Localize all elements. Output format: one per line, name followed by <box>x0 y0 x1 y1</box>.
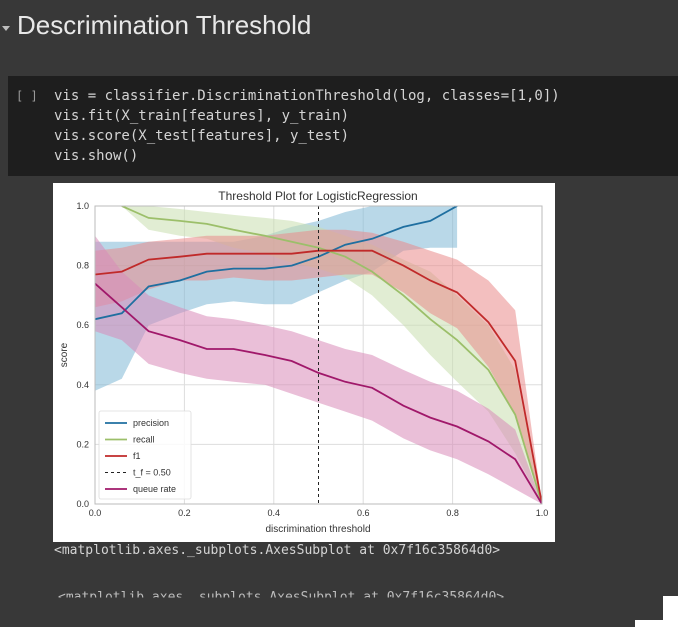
series-line-precision <box>95 206 458 321</box>
series-line-recall <box>121 206 542 504</box>
plot-output: 0.0 0.2 0.4 0.6 0.8 1.0 0.0 0.2 0.4 0.6 0.8 1.0 Thr… <box>53 183 555 542</box>
corner-block <box>635 620 678 627</box>
legend: precision recall f1 t_f = 0.50 queue rate <box>98 410 192 500</box>
corner-block <box>663 596 678 627</box>
y-tick-label: 0.2 <box>76 439 89 449</box>
y-tick-label: 1.0 <box>76 201 89 211</box>
code-line: vis.score(X_test[features], y_test) <box>54 128 350 144</box>
section-header[interactable]: Descrimination Threshold <box>0 4 678 48</box>
x-tick-label: 0.8 <box>446 508 459 518</box>
x-axis-label: discrimination threshold <box>265 524 370 535</box>
y-tick-label: 0.6 <box>76 320 89 330</box>
x-tick-label: 0.6 <box>357 508 370 518</box>
chart-title: Threshold Plot for LogisticRegression <box>218 189 417 203</box>
legend-label: queue rate <box>133 484 176 494</box>
series-line-queue-rate <box>95 282 542 504</box>
y-tick-label: 0.8 <box>76 261 89 271</box>
legend-label: f1 <box>133 451 141 461</box>
output-text-ghost: <matplotlib.axes._subplots.AxesSubplot a… <box>58 590 505 605</box>
y-tick-label: 0.0 <box>76 499 89 509</box>
threshold-plot: 0.0 0.2 0.4 0.6 0.8 1.0 0.0 0.2 0.4 0.6 0.8 1.0 Thr… <box>53 183 555 542</box>
code-line: vis = classifier.DiscriminationThreshold… <box>54 88 560 104</box>
code-line: vis.fit(X_train[features], y_train) <box>54 108 350 124</box>
x-tick-label: 0.4 <box>268 508 281 518</box>
code-line: vis.show() <box>54 148 139 164</box>
run-cell-button[interactable]: [ ] <box>16 89 38 103</box>
legend-box <box>98 410 192 500</box>
output-text: <matplotlib.axes._subplots.AxesSubplot a… <box>54 543 501 558</box>
x-tick-label: 1.0 <box>536 508 549 518</box>
legend-label: t_f = 0.50 <box>133 468 171 478</box>
section-title: Descrimination Threshold <box>17 10 312 40</box>
y-tick-label: 0.4 <box>76 380 89 390</box>
legend-label: precision <box>133 418 169 428</box>
x-tick-label: 0.0 <box>89 508 102 518</box>
x-tick-label: 0.2 <box>178 508 191 518</box>
band-f1 <box>95 229 542 504</box>
y-axis-label: score <box>59 342 70 367</box>
plot-border <box>94 205 543 505</box>
code-cell[interactable] <box>8 76 678 176</box>
collapse-arrow-icon[interactable] <box>2 26 10 31</box>
code-editor[interactable]: vis = classifier.DiscriminationThreshold… <box>54 86 560 166</box>
legend-label: recall <box>133 435 155 445</box>
